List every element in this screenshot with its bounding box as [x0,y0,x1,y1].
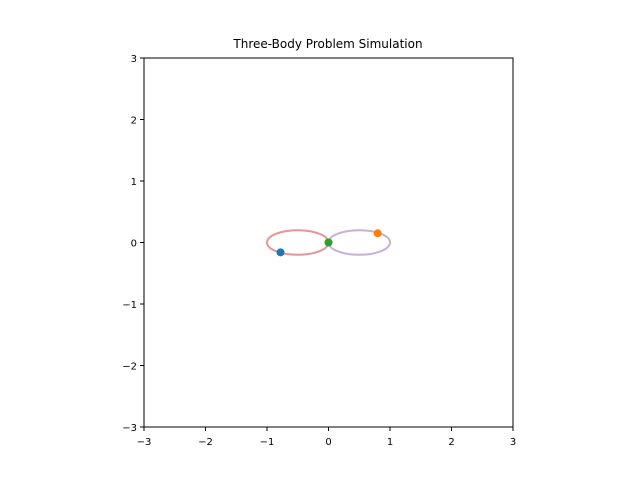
y-tick-label-3: 0 [131,239,137,250]
x-tick-label-1: −2 [198,437,213,448]
x-tick-label-0: −3 [137,437,152,448]
chart-title: Three-Body Problem Simulation [232,37,422,51]
x-tick-label-4: 1 [387,437,393,448]
x-axis: −3 −2 −1 0 1 2 3 [137,427,516,448]
body-1-point [276,248,285,257]
y-axis: −3 −2 −1 0 1 2 3 [122,54,144,434]
x-tick-label-5: 2 [448,437,454,448]
body-2-point [373,229,382,238]
y-tick-label-1: −2 [122,362,137,373]
y-tick-label-4: 1 [131,177,137,188]
plot-area [143,57,514,428]
x-tick-label-6: 3 [510,437,516,448]
body-3-point [324,238,333,247]
y-tick-label-2: −1 [122,300,137,311]
bodies [276,229,382,257]
y-tick-label-0: −3 [122,423,137,434]
x-tick-label-3: 0 [325,437,331,448]
y-tick-label-6: 3 [131,54,137,65]
x-tick-label-2: −1 [260,437,275,448]
y-tick-label-5: 2 [131,116,137,127]
